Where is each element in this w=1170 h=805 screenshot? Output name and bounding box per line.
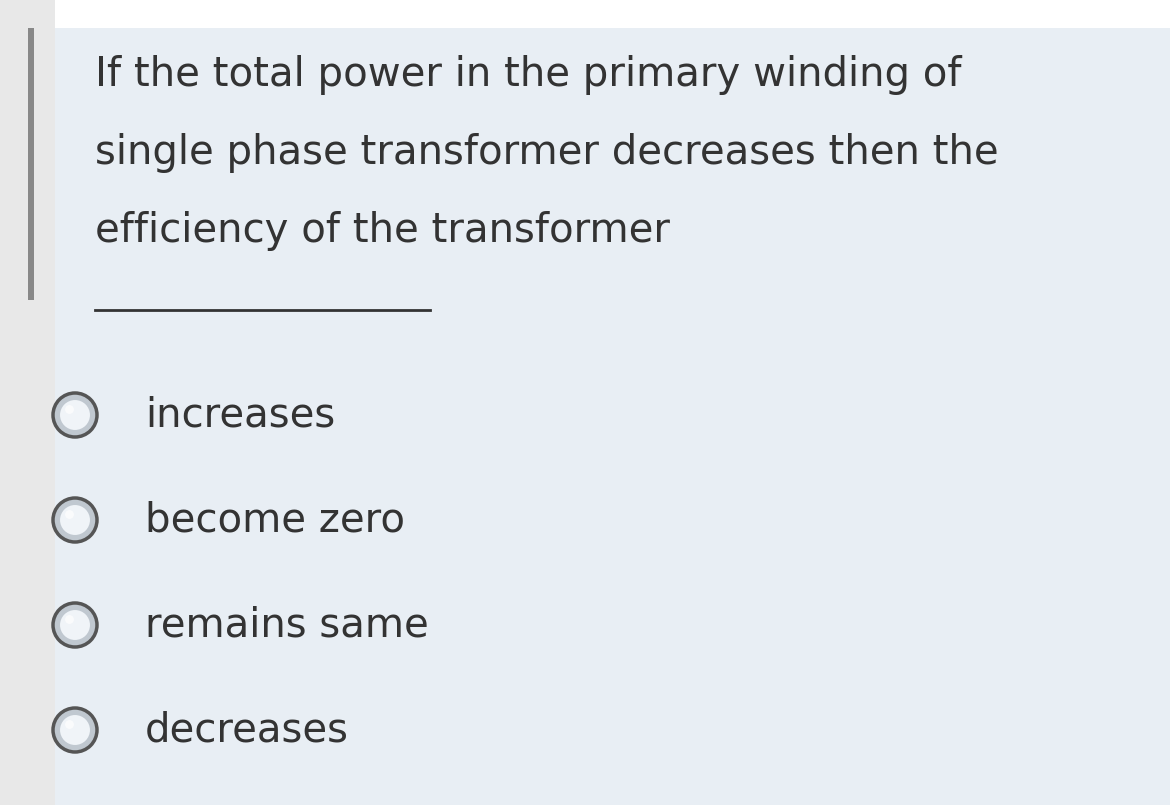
Circle shape (53, 603, 97, 647)
Circle shape (60, 505, 90, 535)
Text: single phase transformer decreases then the: single phase transformer decreases then … (95, 133, 999, 173)
Text: become zero: become zero (145, 500, 405, 540)
Text: increases: increases (145, 395, 336, 435)
Circle shape (66, 720, 74, 729)
Circle shape (66, 615, 74, 624)
Text: efficiency of the transformer: efficiency of the transformer (95, 211, 670, 251)
Circle shape (60, 715, 90, 745)
Bar (28, 28, 34, 300)
Circle shape (53, 498, 97, 542)
Circle shape (60, 610, 90, 640)
Text: remains same: remains same (145, 605, 428, 645)
Bar (0, 0, 55, 805)
Circle shape (53, 708, 97, 752)
Circle shape (66, 510, 74, 519)
Circle shape (60, 400, 90, 430)
Circle shape (53, 393, 97, 437)
Bar (0, 0, 1170, 28)
Circle shape (66, 405, 74, 414)
Text: If the total power in the primary winding of: If the total power in the primary windin… (95, 55, 962, 95)
Text: decreases: decreases (145, 710, 349, 750)
